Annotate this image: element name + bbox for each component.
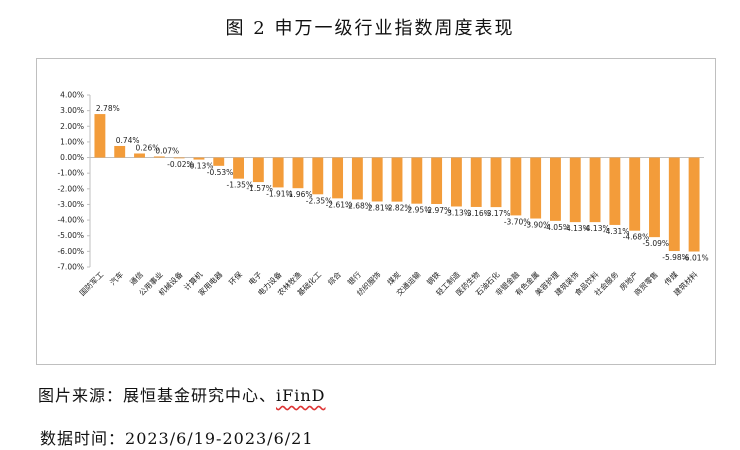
bar [490,157,502,208]
bar [371,157,383,202]
y-tick-label: -2.00% [57,184,84,193]
bar [312,157,324,195]
data-label: 0.07% [155,146,179,155]
data-label: -3.17% [484,209,511,218]
bar [351,157,363,200]
data-label: -0.53% [207,168,234,177]
bar [292,157,304,189]
bar [391,157,403,202]
category-label: 钢铁 [424,269,442,287]
y-tick-label: -1.00% [57,169,84,178]
data-label: -4.68% [623,233,650,242]
data-label: -2.68% [345,201,372,210]
bar [609,157,621,225]
data-label: -1.96% [286,190,313,199]
bar [193,157,205,160]
y-tick-label: 0.00% [60,153,84,162]
category-label: 煤炭 [385,269,403,287]
data-label: -4.13% [583,224,610,233]
data-label: -2.81% [365,203,392,212]
data-label: -4.13% [563,224,590,233]
y-tick-label: 3.00% [60,106,84,115]
category-label: 综合 [325,269,343,287]
category-label: 通信 [127,269,145,287]
category-label: 传媒 [662,269,680,287]
bar [550,157,561,221]
data-label: -3.70% [504,217,531,226]
bar [153,156,165,158]
data-label: 0.74% [116,136,140,145]
bar [431,157,443,204]
data-label: -1.91% [266,189,293,198]
y-tick-label: -3.00% [57,200,84,209]
bar [470,157,482,207]
data-label: -5.98% [662,253,689,262]
data-period: 数据时间：2023/6/19-2023/6/21 [40,425,314,449]
source-ifind: iFinD [276,386,326,405]
bar [649,157,660,238]
bar [233,157,244,179]
y-tick-label: 2.00% [60,122,84,131]
data-label: -0.13% [187,162,214,171]
bar [213,157,225,166]
data-label: -2.97% [425,206,452,215]
category-label: 环保 [227,270,244,287]
data-label: -2.61% [326,200,353,209]
y-tick-label: 1.00% [60,137,84,146]
bar [510,157,522,216]
data-label: -0.02% [167,160,194,169]
bar [411,157,423,204]
data-label: 2.78% [96,104,120,113]
chart-title: 图 2 申万一级行业指数周度表现 [225,18,515,39]
data-label: -3.13% [444,208,471,217]
bar [668,157,680,252]
category-label: 银行 [345,269,363,287]
y-tick-label: 4.00% [60,91,84,100]
data-label: -4.05% [543,223,570,232]
category-label: 国防军工 [77,269,106,298]
category-label: 电子 [246,269,264,287]
bar [450,157,462,207]
data-label: -1.35% [227,181,254,190]
data-label: 0.26% [136,143,160,152]
bar [688,157,700,252]
bar [173,157,185,159]
bar [252,157,264,183]
bar [589,157,601,223]
data-label: -2.35% [306,196,333,205]
bar [94,114,106,158]
chart-frame [36,58,716,365]
source-prefix: 图片来源：展恒基金研究中心、 [38,386,277,405]
bar [332,157,344,199]
source-note: 图片来源：展恒基金研究中心、iFinD [38,382,325,406]
bar [629,157,641,231]
period-label: 数据时间： [40,429,126,448]
bar-chart: 4.00% 3.00% 2.00% 1.00% 0.00% -1.00% -2.00% -3.… [57,91,709,298]
data-label: -6.01% [682,254,709,263]
data-label: -5.09% [642,239,669,248]
period-value: 2023/6/19-2023/6/21 [125,429,314,448]
bar [569,157,581,223]
data-label: -3.90% [524,221,551,230]
bar [114,145,126,158]
data-label: -2.82% [385,204,412,213]
data-label: -4.31% [603,227,630,236]
y-tick-label: -5.00% [57,231,84,240]
bar [272,157,284,188]
y-tick-label: -4.00% [57,216,84,225]
bar [530,157,542,219]
bar [134,153,145,158]
data-label: -1.57% [246,184,273,193]
data-label: -2.95% [405,206,432,215]
category-label: 汽车 [107,269,125,287]
data-label: -3.16% [464,209,491,218]
y-tick-label: -6.00% [57,247,84,256]
y-tick-label: -7.00% [57,263,84,272]
